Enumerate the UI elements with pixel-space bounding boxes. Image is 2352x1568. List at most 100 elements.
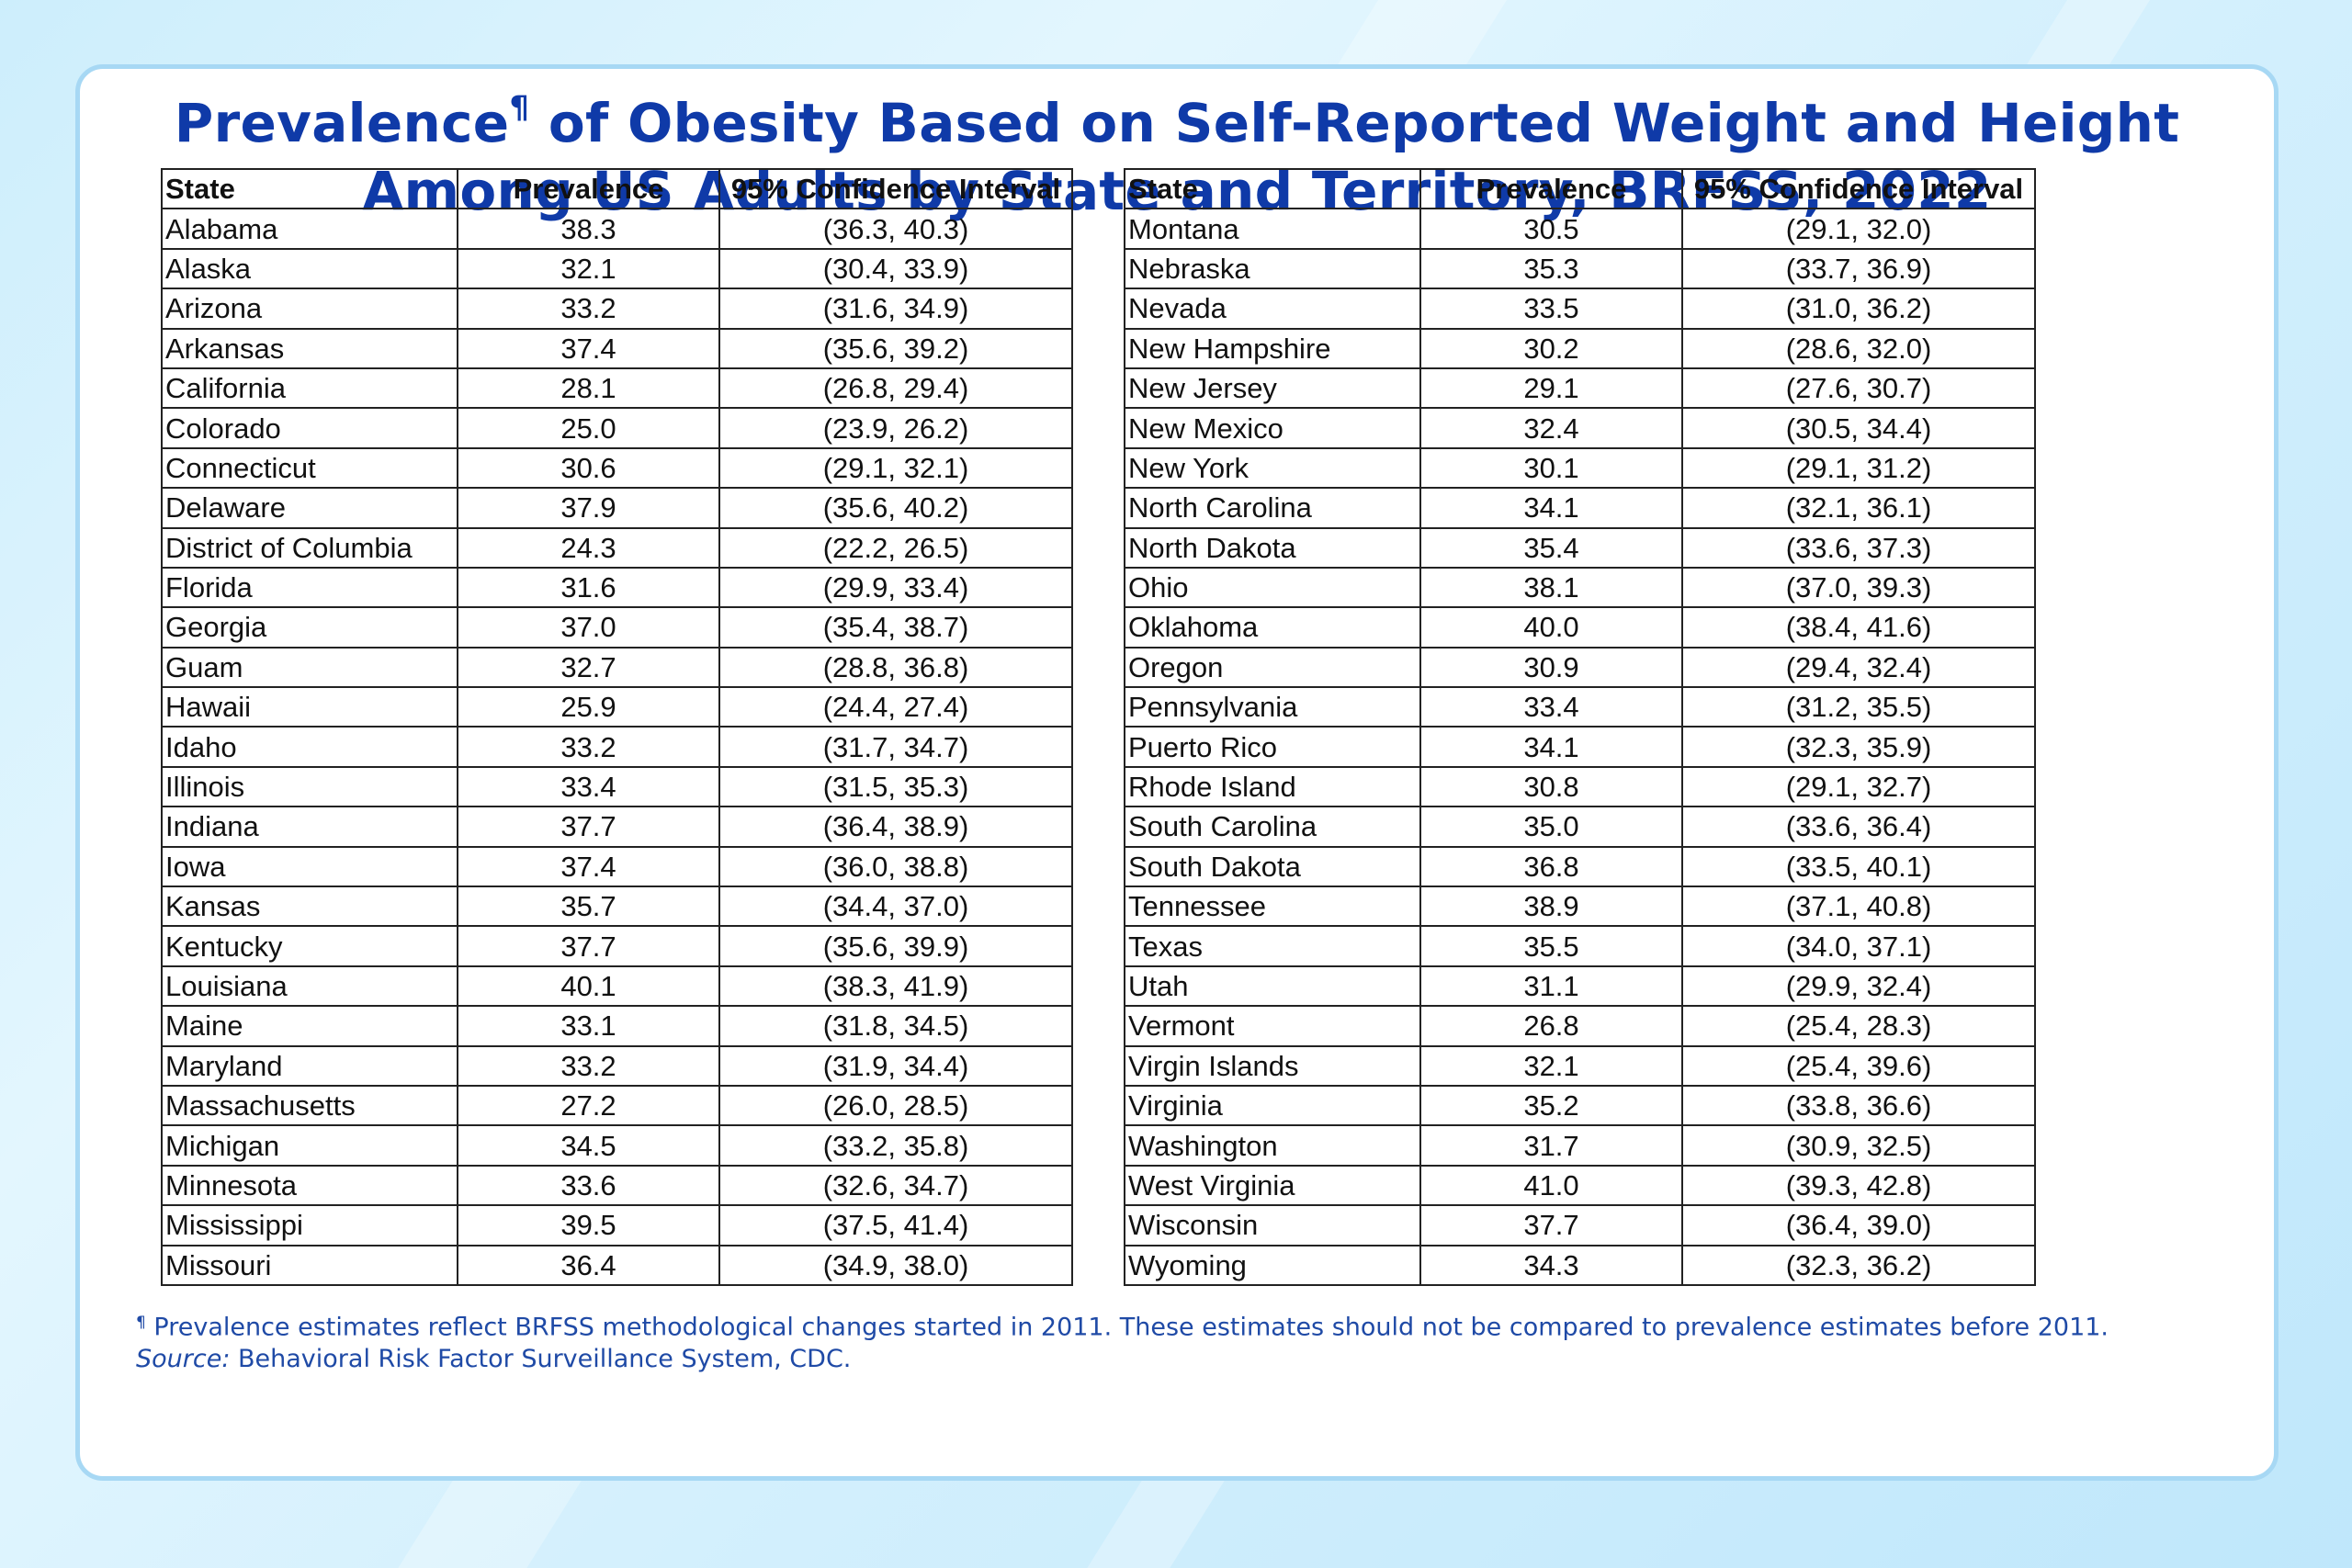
prevalence-cell: 32.1 [1419, 1044, 1683, 1087]
table-row: Louisiana 40.1 (38.3, 41.9) [161, 964, 1073, 1008]
prevalence-cell: 37.9 [457, 487, 720, 529]
state-cell: Hawaii [161, 686, 458, 728]
ci-cell: (23.9, 26.2) [718, 407, 1073, 449]
state-cell: Illinois [161, 765, 458, 808]
state-cell: Nebraska [1124, 247, 1421, 290]
state-cell: Michigan [161, 1124, 458, 1167]
table-row: Connecticut 30.6 (29.1, 32.1) [161, 446, 1073, 490]
ci-cell: (33.5, 40.1) [1681, 845, 2036, 888]
table-row: New Hampshire 30.2 (28.6, 32.0) [1124, 327, 2036, 369]
ci-cell: (29.1, 32.7) [1681, 765, 2036, 808]
table-row: Pennsylvania 33.4 (31.2, 35.5) [1124, 686, 2036, 728]
table-row: Alaska 32.1 (30.4, 33.9) [161, 247, 1073, 290]
state-cell: Arizona [161, 288, 458, 330]
ci-cell: (31.7, 34.7) [718, 726, 1073, 768]
table-row: North Carolina 34.1 (32.1, 36.1) [1124, 487, 2036, 529]
state-cell: North Carolina [1124, 487, 1421, 529]
state-cell: New Mexico [1124, 407, 1421, 449]
ci-cell: (34.0, 37.1) [1681, 925, 2036, 967]
state-cell: Virginia [1124, 1084, 1421, 1127]
footnote: ¶ Prevalence estimates reflect BRFSS met… [136, 1307, 2109, 1375]
prevalence-cell: 32.7 [457, 646, 720, 689]
footnote-source: Source: Behavioral Risk Factor Surveilla… [136, 1344, 2109, 1375]
prevalence-cell: 30.6 [457, 446, 720, 490]
ci-cell: (32.6, 34.7) [718, 1164, 1073, 1207]
table-row: Mississippi 39.5 (37.5, 41.4) [161, 1204, 1073, 1247]
state-cell: Ohio [1124, 566, 1421, 609]
table-row: Montana 30.5 (29.1, 32.0) [1124, 208, 2036, 250]
state-cell: Alabama [161, 208, 458, 250]
table-row: Arkansas 37.4 (35.6, 39.2) [161, 327, 1073, 369]
table-row: District of Columbia 24.3 (22.2, 26.5) [161, 526, 1073, 569]
prevalence-cell: 33.5 [1419, 288, 1683, 330]
state-cell: Massachusetts [161, 1084, 458, 1127]
state-cell: Colorado [161, 407, 458, 449]
table-row: Colorado 25.0 (23.9, 26.2) [161, 407, 1073, 449]
table-row: Maine 33.1 (31.8, 34.5) [161, 1005, 1073, 1047]
state-cell: Indiana [161, 806, 458, 848]
table-row: Illinois 33.4 (31.5, 35.3) [161, 765, 1073, 808]
prevalence-table-left: State Prevalence 95% Confidence Interval… [161, 167, 1073, 1286]
prevalence-cell: 27.2 [457, 1084, 720, 1127]
state-cell: New Hampshire [1124, 327, 1421, 369]
state-cell: Kentucky [161, 925, 458, 967]
prevalence-cell: 35.5 [1419, 925, 1683, 967]
state-cell: Wyoming [1124, 1244, 1421, 1286]
table-row: Guam 32.7 (28.8, 36.8) [161, 646, 1073, 689]
ci-cell: (37.0, 39.3) [1681, 566, 2036, 609]
prevalence-cell: 40.0 [1419, 606, 1683, 649]
ci-cell: (29.1, 31.2) [1681, 446, 2036, 490]
prevalence-cell: 34.1 [1419, 726, 1683, 768]
ci-cell: (32.1, 36.1) [1681, 487, 2036, 529]
state-cell: Montana [1124, 208, 1421, 250]
table-row: Missouri 36.4 (34.9, 38.0) [161, 1244, 1073, 1286]
title-footnote-mark: ¶ [509, 89, 530, 127]
state-cell: North Dakota [1124, 526, 1421, 569]
prevalence-cell: 38.1 [1419, 566, 1683, 609]
prevalence-cell: 33.2 [457, 288, 720, 330]
table-row: Indiana 37.7 (36.4, 38.9) [161, 806, 1073, 848]
prevalence-cell: 31.7 [1419, 1124, 1683, 1167]
table-row: Kentucky 37.7 (35.6, 39.9) [161, 925, 1073, 967]
table-row: Wisconsin 37.7 (36.4, 39.0) [1124, 1204, 2036, 1247]
footnote-mark: ¶ [136, 1314, 146, 1332]
title-line-1-end: of Obesity Based on Self-Reported Weight… [529, 92, 2180, 154]
state-cell: New Jersey [1124, 367, 1421, 410]
prevalence-cell: 32.4 [1419, 407, 1683, 449]
prevalence-cell: 30.1 [1419, 446, 1683, 490]
prevalence-cell: 35.7 [457, 886, 720, 928]
prevalence-cell: 33.2 [457, 726, 720, 768]
table-row: Delaware 37.9 (35.6, 40.2) [161, 487, 1073, 529]
ci-cell: (36.3, 40.3) [718, 208, 1073, 250]
prevalence-cell: 31.6 [457, 566, 720, 609]
ci-cell: (31.0, 36.2) [1681, 288, 2036, 330]
table-row: California 28.1 (26.8, 29.4) [161, 367, 1073, 410]
ci-cell: (31.9, 34.4) [718, 1044, 1073, 1087]
state-cell: Virgin Islands [1124, 1044, 1421, 1087]
state-cell: Arkansas [161, 327, 458, 369]
ci-cell: (31.6, 34.9) [718, 288, 1073, 330]
ci-cell: (30.5, 34.4) [1681, 407, 2036, 449]
source-text: Behavioral Risk Factor Surveillance Syst… [230, 1344, 852, 1373]
table-row: Utah 31.1 (29.9, 32.4) [1124, 964, 2036, 1008]
ci-cell: (37.5, 41.4) [718, 1204, 1073, 1247]
ci-cell: (32.3, 35.9) [1681, 726, 2036, 768]
ci-cell: (35.6, 39.2) [718, 327, 1073, 369]
ci-cell: (26.0, 28.5) [718, 1084, 1073, 1127]
table-row: Alabama 38.3 (36.3, 40.3) [161, 208, 1073, 250]
state-cell: South Dakota [1124, 845, 1421, 888]
prevalence-cell: 35.4 [1419, 526, 1683, 569]
prevalence-cell: 36.4 [457, 1244, 720, 1286]
prevalence-cell: 26.8 [1419, 1005, 1683, 1047]
prevalence-cell: 33.6 [457, 1164, 720, 1207]
ci-cell: (25.4, 39.6) [1681, 1044, 2036, 1087]
ci-cell: (35.4, 38.7) [718, 606, 1073, 649]
prevalence-cell: 38.9 [1419, 886, 1683, 928]
state-cell: Pennsylvania [1124, 686, 1421, 728]
footnote-methodology: ¶ Prevalence estimates reflect BRFSS met… [136, 1307, 2109, 1344]
prevalence-cell: 34.1 [1419, 487, 1683, 529]
table-row: South Carolina 35.0 (33.6, 36.4) [1124, 806, 2036, 848]
ci-cell: (31.8, 34.5) [718, 1005, 1073, 1047]
state-cell: Guam [161, 646, 458, 689]
table-row: Texas 35.5 (34.0, 37.1) [1124, 925, 2036, 967]
